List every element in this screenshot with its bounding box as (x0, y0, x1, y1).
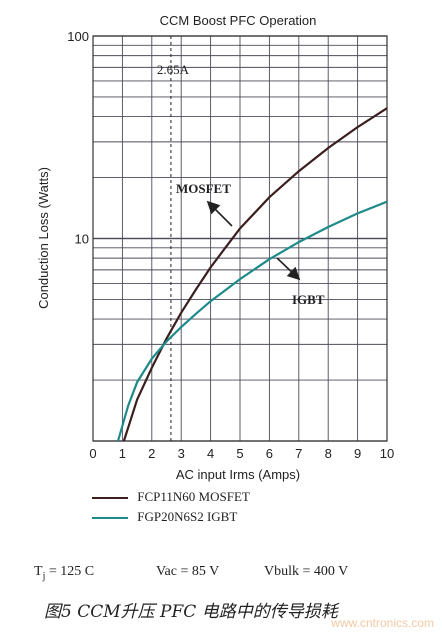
chart-title: CCM Boost PFC Operation (160, 13, 317, 28)
igbt-curve (116, 200, 388, 442)
watermark: www.cntronics.com (331, 616, 434, 630)
x-axis-label: AC input Irms (Amps) (176, 467, 300, 482)
igbt-arrow (276, 257, 301, 281)
legend-label-mosfet: FCP11N60 MOSFET (137, 489, 250, 504)
tick-labels: 0 1 2 3 4 5 6 7 8 9 10 100 10 (67, 29, 394, 461)
mosfet-curve-label: MOSFET (176, 181, 231, 196)
y-axis-label: Conduction Loss (Watts) (36, 167, 51, 309)
vac-condition: Vac = 85 V (156, 564, 220, 579)
x-tick-label: 3 (178, 446, 185, 461)
x-tick-label: 9 (354, 446, 361, 461)
x-tick-label: 1 (119, 446, 126, 461)
figure-caption: 图5 CCM升压 PFC 电路中的传导损耗 (44, 602, 338, 622)
legend-swatch-mosfet (92, 497, 128, 500)
legend-igbt: FGP20N6S2 IGBT (92, 509, 237, 525)
chart-svg: 2.65A MOSFET IGBT 0 1 2 3 4 5 6 7 8 9 10 100 10 CCM Bo… (36, 13, 394, 482)
vbulk-condition: Vbulk = 400 V (264, 564, 349, 579)
x-tick-label: 6 (266, 446, 273, 461)
igbt-curve-label: IGBT (292, 292, 325, 307)
x-tick-label: 8 (325, 446, 332, 461)
y-tick-label: 100 (67, 29, 89, 44)
x-tick-label: 10 (380, 446, 394, 461)
legend-swatch-igbt (92, 517, 128, 520)
x-tick-label: 5 (236, 446, 243, 461)
mosfet-curve (122, 107, 388, 442)
y-tick-label: 10 (75, 232, 89, 247)
plot-frame (92, 35, 388, 442)
x-tick-label: 2 (148, 446, 155, 461)
x-tick-label: 7 (295, 446, 302, 461)
plot-area: 2.65A MOSFET IGBT (116, 36, 388, 442)
x-tick-label: 4 (207, 446, 214, 461)
current-marker-label: 2.65A (157, 62, 190, 77)
grid-lines (92, 35, 388, 442)
legend-mosfet: FCP11N60 MOSFET (92, 489, 250, 505)
x-tick-label: 0 (89, 446, 96, 461)
mosfet-arrow (206, 200, 233, 227)
legend-label-igbt: FGP20N6S2 IGBT (137, 509, 238, 524)
tj-condition: Tj = 125 C (34, 564, 95, 582)
